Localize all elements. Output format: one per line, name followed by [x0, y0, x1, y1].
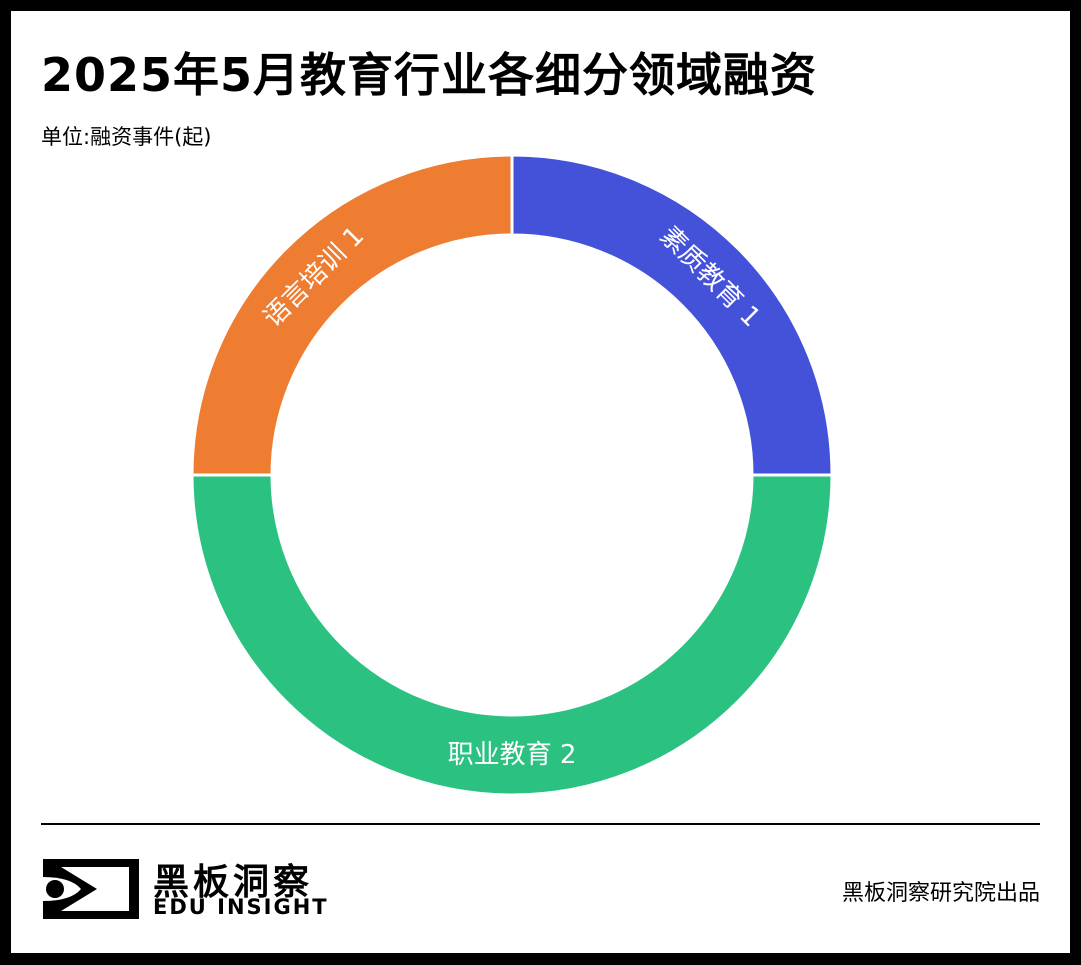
slice-2: [190, 153, 514, 477]
slice-0: [510, 153, 834, 477]
slice-1: [190, 473, 834, 797]
unit-label: 单位:融资事件(起): [41, 125, 212, 149]
chart-title: 2025年5月教育行业各细分领域融资: [41, 48, 818, 102]
eye-logo-icon: [43, 859, 139, 919]
footer-divider: [41, 823, 1040, 825]
chart-card: 2025年5月教育行业各细分领域融资 单位:融资事件(起) 素质教育 1 职业教育…: [11, 11, 1070, 953]
logo-chinese-text: 黑板洞察: [153, 862, 314, 903]
credit-text: 黑板洞察研究院出品: [841, 881, 1040, 906]
logo-english-text: EDU INSIGHT: [153, 895, 329, 919]
brand-logo: 黑板洞察 EDU INSIGHT: [41, 857, 327, 927]
slice-label-1: 职业教育 2: [448, 740, 577, 770]
